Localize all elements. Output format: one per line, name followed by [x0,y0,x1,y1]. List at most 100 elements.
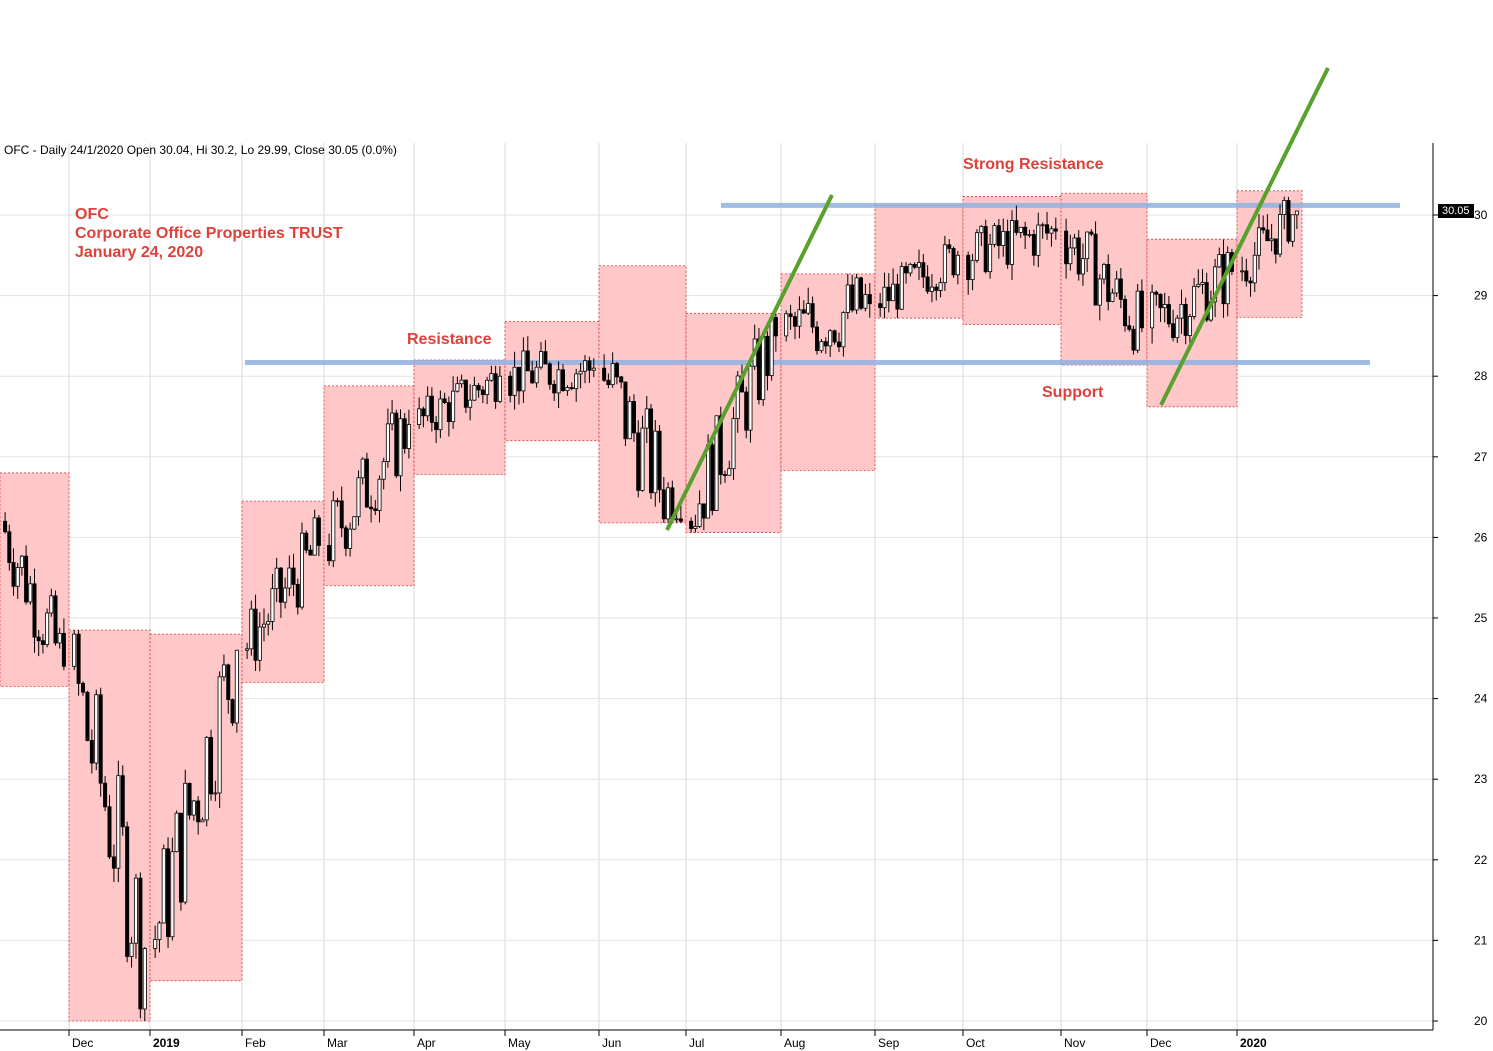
candle-body [583,360,588,372]
candle-body [706,444,711,519]
candle-body [899,266,904,310]
candle-body [480,389,485,396]
candle-body [886,286,891,302]
candle-body [261,623,266,628]
candle-body [446,402,451,423]
candle-body [1010,220,1015,265]
candle-body [253,608,258,661]
candle-body [493,373,498,402]
candle-body [966,254,971,281]
candle-body [348,528,353,549]
strong-resistance-label: Strong Resistance [963,156,1104,173]
candle-body [451,390,456,423]
candle-body [352,516,357,530]
chart-header: OFC - Daily 24/1/2020 Open 30.04, Hi 30.… [4,143,397,157]
candle-body [226,664,231,700]
candle-body [714,415,719,511]
y-tick-label: 29 [1474,289,1488,303]
candle-body [316,517,321,546]
candle-body [988,243,993,273]
candle-body [1286,200,1291,242]
candle-body [735,375,740,419]
candle-body [552,383,557,394]
candle-body [196,800,201,823]
candle-body [850,284,855,311]
candle-body [917,262,922,268]
candle-body [103,782,108,808]
candle-body [138,877,143,1010]
candle-body [1269,238,1274,242]
candle-body [1127,325,1132,330]
candle-body [178,812,183,903]
candle-body [1131,328,1136,351]
candle-body [1162,304,1167,309]
candle-body [434,422,439,431]
candle-body [1064,230,1069,265]
candle-body [191,800,196,816]
candle-body [1261,227,1266,231]
candle-body [1252,254,1257,284]
candle-body [653,430,658,494]
candle-body [402,418,407,449]
candle-body [904,266,909,274]
candle-body [28,583,33,603]
candle-body [476,385,481,391]
candle-body [125,826,130,957]
x-tick-label: Feb [245,1036,266,1050]
x-tick-label: Sep [878,1036,900,1050]
candle-body [153,939,158,949]
candle-body [61,632,66,667]
candle-body [364,458,369,508]
candle-body [556,369,561,394]
candle-body [217,676,222,794]
candle-body [1031,234,1036,256]
y-tick-label: 23 [1474,772,1488,786]
candle-body [1183,303,1188,336]
candle-body [718,415,723,476]
candle-body [32,583,37,638]
candle-body [640,427,645,491]
candle-body [72,633,77,667]
candle-body [517,366,522,392]
y-tick-label: 20 [1474,1014,1488,1028]
candle-body [157,922,162,941]
trend-line-2 [1159,67,1330,406]
x-tick-label: Apr [417,1036,436,1050]
candle-body [574,373,579,390]
candle-body [3,520,8,533]
candle-body [1171,323,1176,339]
x-tick-label: Oct [966,1036,985,1050]
candle-body [587,360,592,371]
candle-body [295,584,300,608]
candle-body [951,248,956,276]
candle-body [1175,317,1180,339]
candle-body [270,588,275,622]
candle-body [793,316,798,327]
candle-body [343,527,348,549]
candle-body [619,376,624,383]
last-price-tag: 30.05 [1438,204,1474,218]
candle-body [1265,229,1270,242]
candle-body [49,595,54,614]
candle-body [485,379,490,396]
candle-body [369,506,374,510]
candle-body [1278,214,1283,255]
candle-body [614,363,619,378]
y-tick-label: 21 [1474,933,1488,947]
candle-body [312,517,317,556]
candle-body [1036,224,1041,256]
y-tick-label: 25 [1474,611,1488,625]
candle-body [1110,292,1115,302]
candle-body [1196,283,1201,287]
x-tick-label: 2019 [153,1036,180,1050]
candle-body [1294,210,1299,216]
candle-body [1256,227,1261,256]
candle-body [94,694,99,764]
candle-body [1089,231,1094,235]
candle-body [45,612,50,645]
candle-body [98,694,103,784]
trend-line-1 [665,194,834,531]
candle-body [983,226,988,273]
candle-body [1102,264,1107,280]
x-tick-label: Jul [689,1036,704,1050]
